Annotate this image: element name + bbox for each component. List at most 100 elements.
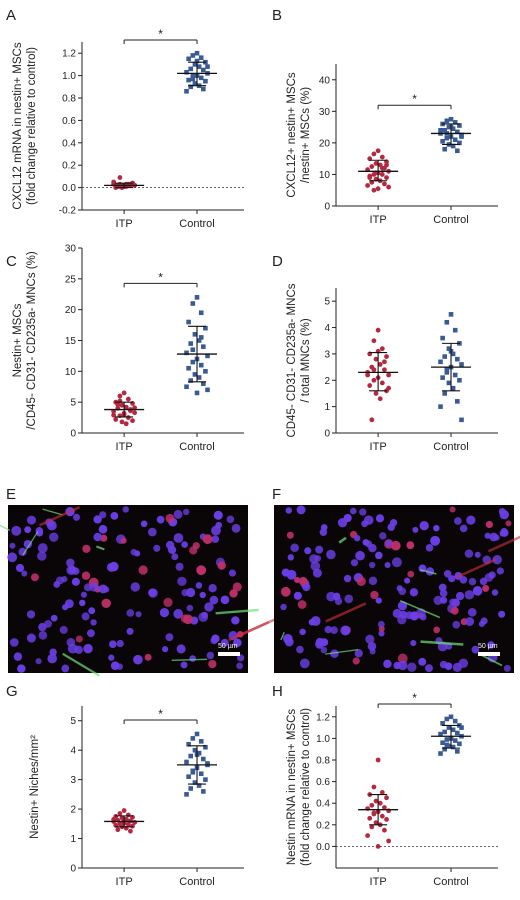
nucleus: [93, 515, 102, 524]
data-point-H-itp: [371, 810, 377, 816]
nucleus: [471, 645, 480, 654]
data-point-D-itp: [367, 383, 373, 388]
nucleus: [439, 660, 448, 669]
nucleus: [406, 541, 415, 550]
data-point-G-itp: [115, 827, 121, 833]
data-point-B-itp: [384, 162, 389, 168]
nucleus: [488, 571, 496, 579]
nucleus: [280, 586, 291, 597]
nucleus: [82, 544, 91, 553]
data-point-G-control: [205, 761, 210, 766]
data-point-C-itp: [123, 404, 129, 410]
nucleus: [26, 610, 36, 619]
data-point-G-control: [186, 774, 191, 779]
nestin-strand: [280, 631, 285, 641]
nucleus: [176, 644, 186, 654]
nucleus: [79, 599, 86, 607]
nucleus: [81, 612, 90, 621]
significance-star-G: *: [158, 707, 163, 721]
data-point-B-control: [459, 134, 464, 139]
category-label-B: Control: [433, 214, 468, 226]
nucleus: [9, 542, 16, 549]
data-point-D-control: [444, 370, 450, 375]
data-point-H-control: [455, 749, 460, 754]
nucleus: [298, 576, 308, 586]
y-tick-label-A: 0.4: [62, 138, 76, 149]
data-point-G-control: [203, 744, 208, 750]
y-axis-label-D: CD45- CD31- CD235a- MNCs: [286, 283, 298, 437]
micrograph-F-cells: [280, 505, 520, 673]
data-point-H-itp: [373, 820, 379, 826]
y-tick-label-B: 20: [319, 138, 331, 149]
data-point-C-control: [196, 338, 202, 343]
nucleus: [433, 524, 440, 532]
data-point-H-control: [440, 740, 445, 746]
nucleus: [489, 532, 499, 542]
nucleus: [458, 658, 469, 668]
nucleus: [367, 641, 377, 651]
data-point-B-itp: [382, 181, 387, 187]
y-axis-label-A: (fold change relative to control): [26, 47, 38, 205]
data-point-D-control: [459, 362, 464, 367]
data-point-C-control: [205, 353, 210, 359]
nucleus: [343, 574, 352, 583]
y-tick-label-G: 3: [70, 775, 76, 786]
data-point-A-control: [184, 88, 189, 94]
data-point-H-control: [450, 744, 456, 750]
y-axis-label-B: /nestin+ MSCs (%): [300, 87, 312, 183]
category-label-H: Control: [433, 876, 468, 888]
nucleus: [425, 544, 434, 552]
nucleus: [202, 534, 213, 545]
nucleus: [330, 626, 338, 634]
data-point-C-control: [196, 375, 202, 380]
nucleus: [354, 649, 363, 658]
nucleus: [480, 617, 488, 625]
nucleus: [410, 639, 417, 647]
nucleus: [177, 576, 187, 587]
data-point-D-control: [452, 372, 458, 378]
nucleus: [459, 524, 468, 533]
data-point-G-itp: [132, 819, 138, 825]
nucleus: [9, 638, 19, 647]
nucleus: [433, 626, 441, 634]
nucleus: [93, 532, 102, 542]
nucleus: [466, 515, 476, 525]
data-point-C-control: [203, 325, 208, 331]
scale-bar-label-E: 50 µm: [218, 643, 238, 650]
data-point-D-itp: [365, 372, 371, 378]
nucleus: [116, 639, 124, 648]
nucleus: [26, 633, 36, 643]
y-axis-label-C: /CD45- CD31- CD235a- MNCs (%): [26, 251, 38, 429]
nucleus: [98, 584, 108, 594]
nucleus: [499, 509, 509, 520]
y-tick-label-A: 0.8: [62, 94, 76, 105]
y-axis-label-D: / total MNCs (%): [300, 318, 312, 403]
category-label-C: Control: [179, 441, 214, 453]
nucleus: [449, 506, 456, 513]
data-point-C-control: [186, 365, 191, 371]
data-point-C-control: [205, 387, 210, 393]
data-point-B-itp: [379, 165, 385, 171]
nucleus: [287, 554, 295, 561]
nucleus: [454, 517, 462, 525]
data-point-A-control: [186, 77, 191, 83]
y-tick-label-A: -0.2: [59, 206, 77, 217]
nucleus: [156, 515, 165, 524]
y-tick-label-D: 1: [324, 402, 330, 413]
nucleus: [474, 551, 481, 558]
significance-star-C: *: [158, 270, 163, 284]
data-point-D-itp: [379, 380, 385, 386]
data-point-D-control: [452, 327, 458, 333]
data-point-A-control: [188, 66, 194, 72]
nucleus: [467, 607, 477, 617]
data-point-B-control: [440, 139, 445, 144]
nucleus: [404, 577, 411, 584]
nucleus: [130, 582, 140, 592]
data-point-D-itp: [384, 354, 389, 359]
nucleus: [13, 652, 23, 661]
data-point-G-itp: [117, 811, 123, 816]
nucleus: [397, 660, 408, 671]
data-point-C-itp: [130, 418, 135, 424]
nucleus: [280, 603, 287, 611]
nucleus: [120, 537, 127, 544]
